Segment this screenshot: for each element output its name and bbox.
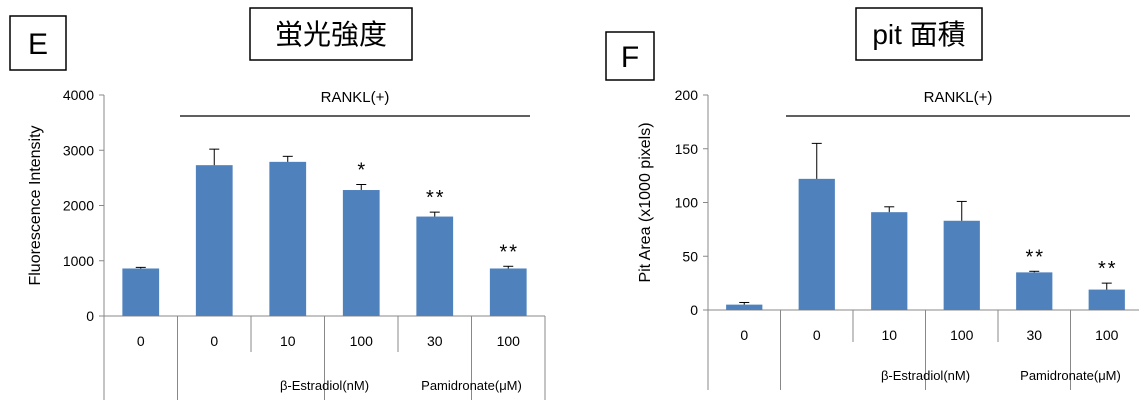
category-label: 100 <box>497 333 521 349</box>
bar <box>798 178 835 310</box>
y-tick-label: 4000 <box>63 87 94 103</box>
bar <box>269 161 307 316</box>
rankl-bracket-label: RANKL(+) <box>924 89 993 106</box>
category-label: 10 <box>280 333 296 349</box>
group-label: Pamidronate(μM) <box>421 378 522 393</box>
y-tick-label: 2000 <box>63 198 94 214</box>
bar <box>195 165 233 316</box>
bar <box>416 216 454 316</box>
group-label: β-Estradiol(nM) <box>881 368 970 383</box>
y-tick-label: 50 <box>682 248 698 264</box>
category-label: 0 <box>740 327 748 343</box>
panel-label-box <box>9 15 67 71</box>
chart-title-box <box>855 7 983 61</box>
y-axis-label: Fluorescence Intensity <box>27 125 44 285</box>
bar <box>1088 289 1125 310</box>
significance-marker: ** <box>499 241 519 263</box>
rankl-bracket-label: RANKL(+) <box>321 89 390 106</box>
chart-title: pit 面積 <box>872 19 965 50</box>
category-label: 0 <box>137 333 145 349</box>
bar <box>871 212 908 310</box>
category-label: 10 <box>881 327 897 343</box>
bar <box>342 190 380 316</box>
bar <box>489 268 527 316</box>
category-label: 100 <box>350 333 374 349</box>
y-tick-label: 200 <box>675 87 699 103</box>
bar <box>122 268 160 316</box>
significance-marker: ** <box>426 187 446 209</box>
significance-marker: ** <box>1098 258 1118 280</box>
significance-marker: ** <box>1025 246 1045 268</box>
y-tick-label: 100 <box>675 195 699 211</box>
y-tick-label: 0 <box>690 302 698 318</box>
bar <box>1016 272 1053 310</box>
category-label: 100 <box>1095 327 1119 343</box>
y-tick-label: 150 <box>675 141 699 157</box>
group-label: β-Estradiol(nM) <box>280 378 369 393</box>
group-label: Pamidronate(μM) <box>1020 368 1121 383</box>
y-axis-label: Pit Area (x1000 pixels) <box>637 122 654 282</box>
panel-label-box <box>605 31 655 81</box>
category-label: 30 <box>427 333 443 349</box>
category-label: 30 <box>1026 327 1042 343</box>
category-label: 100 <box>950 327 974 343</box>
category-label: 0 <box>813 327 821 343</box>
chart-title: 蛍光強度 <box>275 19 387 50</box>
chart-title-box <box>249 7 413 61</box>
bar <box>943 220 980 310</box>
y-tick-label: 0 <box>86 308 94 324</box>
significance-marker: * <box>357 160 367 182</box>
bar <box>726 304 763 310</box>
category-label: 0 <box>210 333 218 349</box>
y-tick-label: 3000 <box>63 142 94 158</box>
panel-label: F <box>621 41 639 74</box>
panel-label: E <box>28 28 48 61</box>
y-tick-label: 1000 <box>63 253 94 269</box>
